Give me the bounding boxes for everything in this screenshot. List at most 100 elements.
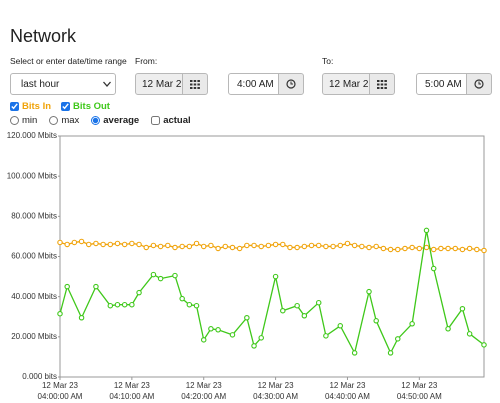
radio[interactable] — [91, 116, 101, 125]
point — [373, 318, 379, 324]
mode-label: average — [103, 115, 140, 126]
from-time-input[interactable]: 4:00 AM — [228, 73, 279, 95]
y-tick-label: 120.000 Mbits — [7, 131, 57, 140]
actual-option[interactable]: actual — [151, 115, 191, 126]
radio[interactable] — [49, 116, 59, 125]
x-tick-label: 04:00:00 AM — [38, 392, 83, 401]
from-date-input[interactable]: 12 Mar 2 — [135, 73, 183, 95]
clock-icon — [286, 79, 296, 89]
point — [337, 242, 344, 249]
x-tick-label: 04:10:00 AM — [109, 392, 154, 401]
point — [438, 245, 444, 252]
calendar-icon — [190, 79, 200, 89]
point — [380, 245, 387, 252]
point — [315, 242, 322, 249]
point — [78, 238, 85, 245]
mode-label: max — [61, 115, 80, 126]
series-name: Bits In — [22, 101, 52, 112]
checkbox[interactable] — [61, 102, 71, 111]
point — [236, 245, 243, 252]
point — [402, 245, 408, 252]
x-tick-date: 12 Mar 23 — [258, 381, 295, 390]
point — [136, 241, 142, 248]
mode-option[interactable]: min — [10, 115, 37, 126]
point — [308, 242, 315, 249]
point — [287, 244, 293, 251]
point — [157, 243, 164, 250]
point — [57, 239, 63, 246]
point — [71, 239, 78, 246]
from-date: 12 Mar 2 — [135, 73, 208, 95]
range-label: Select or enter date/time range — [10, 56, 127, 66]
point — [200, 243, 207, 250]
point — [64, 241, 70, 248]
from-time: 4:00 AM — [228, 73, 304, 95]
point — [64, 283, 70, 290]
x-tick-date: 12 Mar 23 — [329, 381, 366, 390]
calendar-button[interactable] — [182, 73, 208, 95]
calendar-button[interactable] — [369, 73, 395, 95]
radio[interactable] — [10, 116, 19, 125]
series-toggle[interactable]: Bits In — [10, 101, 51, 112]
point — [114, 301, 121, 308]
point — [330, 243, 336, 250]
series-line — [59, 230, 485, 355]
to-time-input[interactable]: 5:00 AM — [416, 73, 467, 95]
point — [258, 243, 264, 250]
page-title: Network — [10, 26, 77, 46]
point — [466, 331, 473, 337]
checkbox[interactable] — [151, 116, 161, 125]
checkbox[interactable] — [10, 102, 19, 111]
point — [387, 246, 394, 253]
mode-option[interactable]: average — [91, 115, 139, 126]
mode-option[interactable]: max — [49, 115, 79, 126]
point — [294, 244, 300, 251]
point — [186, 243, 193, 250]
point — [208, 326, 214, 332]
point — [179, 295, 185, 302]
clock-button[interactable] — [466, 73, 492, 95]
x-tick-label: 04:40:00 AM — [325, 392, 370, 401]
point — [193, 302, 200, 309]
series-toggle[interactable]: Bits Out — [61, 101, 110, 112]
actual-label: actual — [163, 115, 191, 126]
to-time: 5:00 AM — [416, 73, 492, 95]
point — [423, 227, 430, 234]
point — [430, 246, 437, 253]
point — [129, 301, 135, 308]
point — [373, 243, 379, 250]
point — [409, 321, 415, 327]
point — [395, 336, 401, 342]
point — [208, 242, 214, 249]
point — [93, 283, 99, 290]
point — [445, 245, 451, 252]
y-tick-label: 80.000 Mbits — [11, 211, 57, 220]
point — [215, 245, 221, 252]
calendar-icon — [377, 79, 387, 89]
point — [265, 242, 272, 249]
point — [136, 289, 142, 296]
point — [395, 246, 401, 253]
series-toggles: Bits In Bits Out — [10, 101, 110, 112]
point — [416, 245, 423, 252]
point — [280, 307, 286, 314]
y-tick-label: 0.000 bits — [22, 372, 57, 381]
point — [244, 242, 250, 249]
plot-frame — [59, 135, 485, 378]
series-name: Bits Out — [73, 101, 110, 112]
point — [121, 241, 128, 248]
clock-button[interactable] — [278, 73, 304, 95]
point — [57, 310, 63, 317]
point — [172, 244, 178, 251]
point — [121, 301, 128, 308]
point — [215, 327, 221, 333]
to-date-input[interactable]: 12 Mar 2 — [322, 73, 370, 95]
point — [222, 243, 229, 250]
caret — [103, 81, 111, 87]
clock-icon — [474, 79, 484, 89]
x-tick-date: 12 Mar 23 — [42, 381, 79, 390]
point — [114, 240, 121, 247]
point — [315, 299, 322, 306]
preset-select[interactable]: last hour — [10, 73, 116, 95]
point — [344, 240, 351, 247]
